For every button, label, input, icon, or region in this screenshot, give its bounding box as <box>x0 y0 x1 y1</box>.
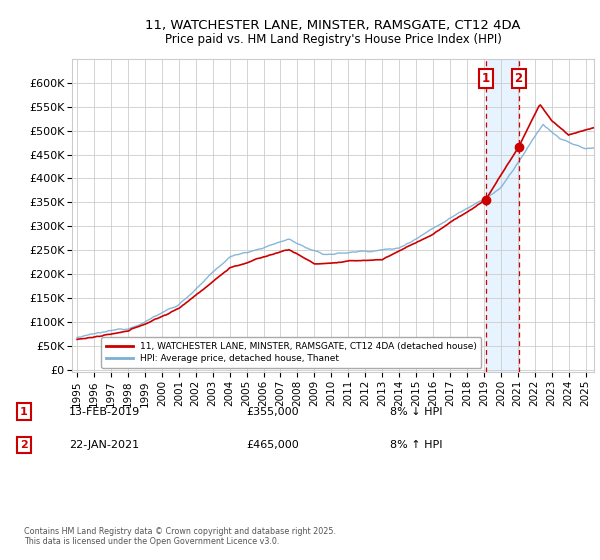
Text: £465,000: £465,000 <box>246 440 299 450</box>
Text: 1: 1 <box>20 407 28 417</box>
Text: £355,000: £355,000 <box>246 407 299 417</box>
Text: 22-JAN-2021: 22-JAN-2021 <box>69 440 139 450</box>
Text: 8% ↓ HPI: 8% ↓ HPI <box>390 407 443 417</box>
Text: 8% ↑ HPI: 8% ↑ HPI <box>390 440 443 450</box>
Text: 11, WATCHESTER LANE, MINSTER, RAMSGATE, CT12 4DA: 11, WATCHESTER LANE, MINSTER, RAMSGATE, … <box>145 18 521 32</box>
Bar <box>485 59 518 372</box>
Text: Price paid vs. HM Land Registry's House Price Index (HPI): Price paid vs. HM Land Registry's House … <box>164 32 502 46</box>
Text: 2: 2 <box>20 440 28 450</box>
Text: 1: 1 <box>481 72 490 86</box>
Text: Contains HM Land Registry data © Crown copyright and database right 2025.
This d: Contains HM Land Registry data © Crown c… <box>24 526 336 546</box>
Text: 13-FEB-2019: 13-FEB-2019 <box>69 407 140 417</box>
Text: 2: 2 <box>515 72 523 86</box>
Legend: 11, WATCHESTER LANE, MINSTER, RAMSGATE, CT12 4DA (detached house), HPI: Average : 11, WATCHESTER LANE, MINSTER, RAMSGATE, … <box>101 337 481 368</box>
